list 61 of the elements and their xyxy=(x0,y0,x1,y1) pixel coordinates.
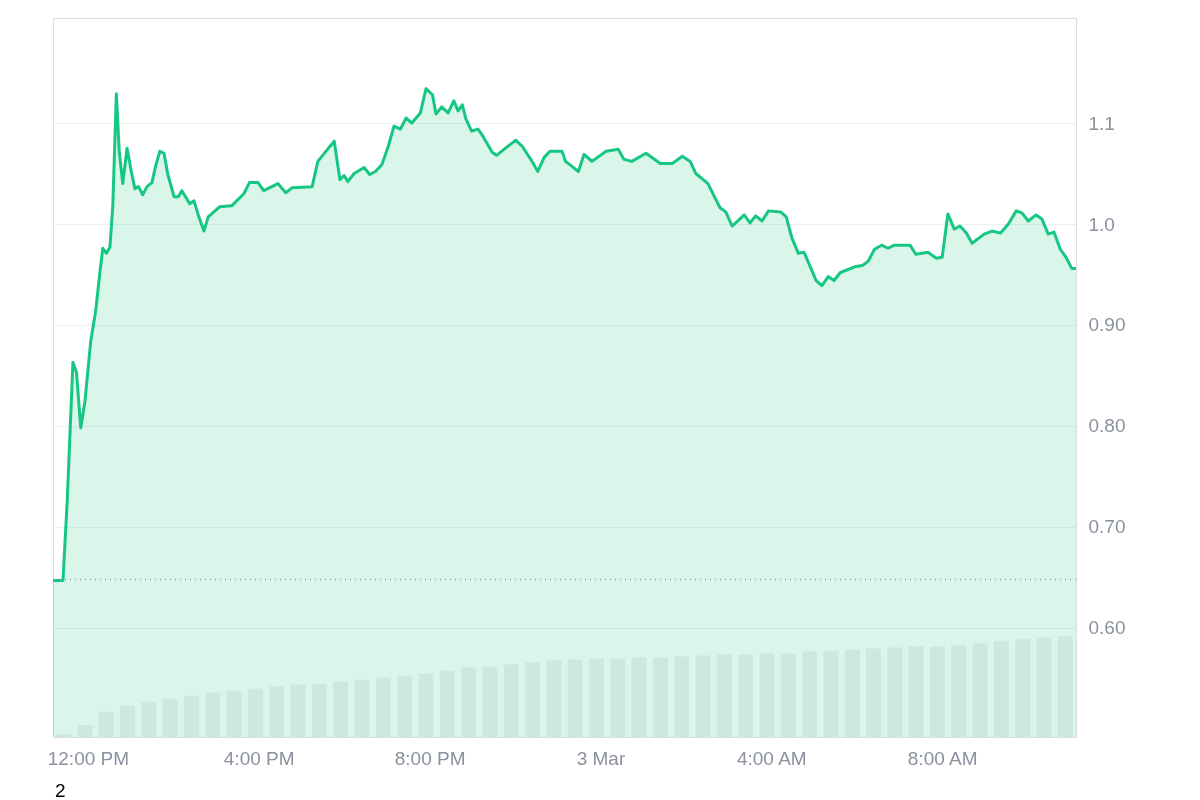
bar xyxy=(162,698,178,737)
bar xyxy=(418,673,434,737)
bar xyxy=(354,679,370,737)
bar xyxy=(993,641,1009,737)
bar xyxy=(184,695,199,737)
y-tick-label: 0.90 xyxy=(1088,314,1126,336)
bar xyxy=(589,658,604,737)
bar xyxy=(397,675,413,737)
bar xyxy=(546,660,562,737)
bar xyxy=(120,705,136,737)
bar xyxy=(930,646,945,737)
bar xyxy=(141,701,157,737)
bar xyxy=(503,664,519,737)
bar xyxy=(290,684,306,737)
bar xyxy=(972,643,988,737)
x-tick-label: 12:00 PM xyxy=(47,747,130,769)
bar xyxy=(482,666,498,737)
bar xyxy=(1057,636,1073,737)
bar xyxy=(674,656,690,737)
y-tick-label: 1.0 xyxy=(1088,213,1115,235)
bar xyxy=(56,733,72,737)
bar xyxy=(695,655,711,737)
bar xyxy=(908,646,924,737)
y-tick-label: 0.60 xyxy=(1088,617,1126,639)
bar xyxy=(525,662,540,737)
bar xyxy=(375,677,391,737)
bar xyxy=(823,650,839,737)
x-tick-label: 8:00 AM xyxy=(907,747,978,769)
bar xyxy=(652,657,668,737)
x-tick-label: 4:00 AM xyxy=(736,747,807,769)
bar xyxy=(866,648,881,737)
bar xyxy=(802,651,818,737)
bar xyxy=(248,688,263,737)
bar xyxy=(439,670,455,737)
bar xyxy=(759,653,775,737)
bar xyxy=(844,649,860,737)
x-tick-label: 3 Mar xyxy=(576,747,626,769)
text: 2 xyxy=(55,780,66,800)
bar xyxy=(738,654,754,737)
bar xyxy=(269,686,285,737)
bar xyxy=(716,654,732,737)
bar xyxy=(1036,637,1052,737)
bar xyxy=(311,683,327,737)
bar xyxy=(205,692,221,737)
bar xyxy=(610,658,626,737)
bar xyxy=(1015,639,1031,737)
y-tick-label: 1.1 xyxy=(1088,112,1115,134)
bar xyxy=(77,724,93,737)
bar xyxy=(631,657,647,737)
bar xyxy=(887,647,903,737)
bar xyxy=(780,653,796,737)
bar xyxy=(226,690,242,737)
bar xyxy=(98,711,114,737)
y-tick-label: 0.80 xyxy=(1088,415,1126,437)
bar xyxy=(567,659,583,737)
y-tick-label: 0.70 xyxy=(1088,516,1126,538)
bar xyxy=(951,645,967,737)
bar xyxy=(461,667,477,737)
x-tick-label: 8:00 PM xyxy=(394,747,466,769)
bar xyxy=(333,681,349,737)
x-tick-label: 4:00 PM xyxy=(223,747,295,769)
